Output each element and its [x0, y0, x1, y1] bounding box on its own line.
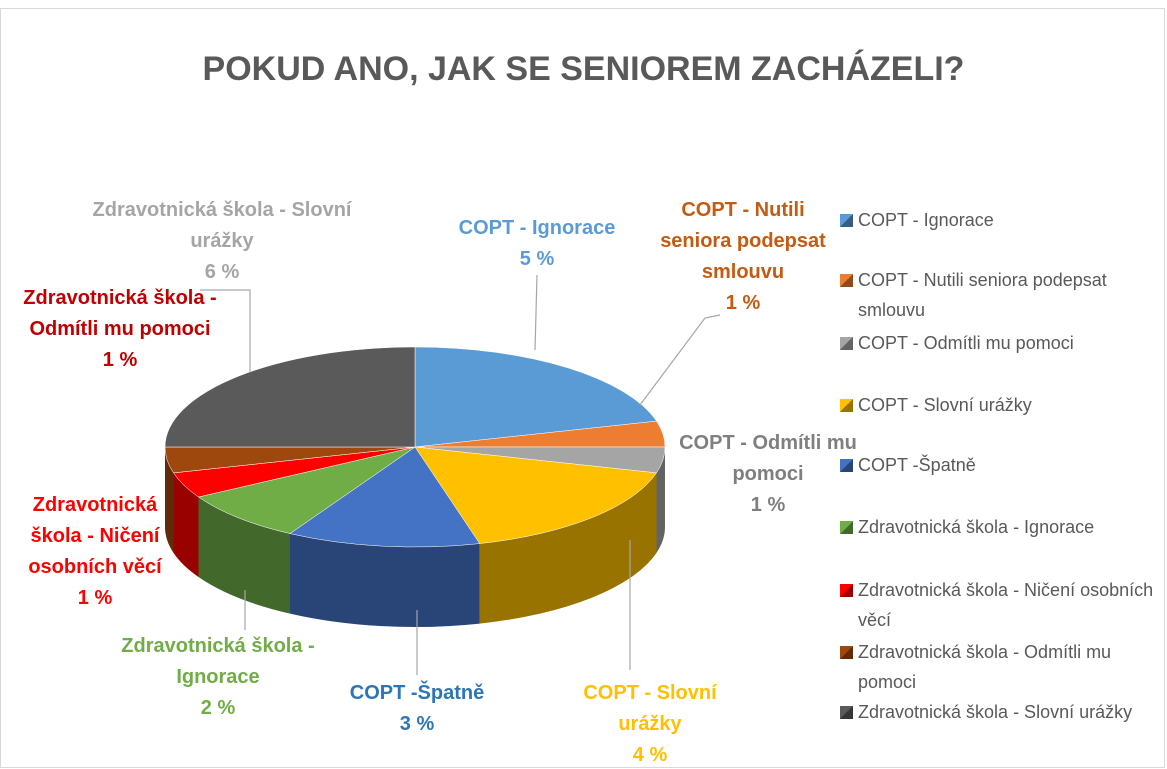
data-label-name: COPT -Špatně — [349, 682, 485, 704]
slice-side — [656, 447, 665, 553]
data-label-value: 6 % — [204, 261, 240, 283]
legend-swatch — [840, 584, 853, 597]
legend-label: COPT - Ignorace — [858, 210, 994, 230]
legend-label: COPT - Nutili seniora podepsat smlouvu — [858, 270, 1107, 320]
legend-swatch — [840, 646, 853, 659]
slice-side — [479, 472, 657, 624]
legend-label: Zdravotnická škola - Ignorace — [858, 517, 1095, 537]
data-label-name: COPT - Slovní urážky — [583, 682, 717, 735]
data-label-name: COPT - Ignorace — [458, 217, 616, 239]
legend-swatch — [840, 521, 853, 534]
legend-swatch — [840, 399, 853, 412]
data-label-value: 1 % — [77, 587, 113, 609]
legend-swatch — [840, 706, 853, 719]
data-label: COPT -Špatně 3 % — [317, 678, 517, 740]
data-label-value: 1 % — [725, 292, 761, 314]
data-label-value: 1 % — [102, 349, 138, 371]
legend-swatch — [840, 214, 853, 227]
data-label-name: COPT - Odmítli mu pomoci — [679, 432, 857, 485]
slice — [164, 346, 416, 448]
slice-side — [173, 472, 199, 577]
legend-swatch — [840, 459, 853, 472]
slice-side — [198, 497, 290, 614]
legend-label: Zdravotnická škola - Slovní urážky — [858, 702, 1133, 722]
data-label: Zdravotnická škola - Odmítli mu pomoci 1 … — [5, 283, 235, 376]
slice — [197, 446, 416, 534]
legend-label: COPT - Odmítli mu pomoci — [858, 333, 1074, 353]
legend-label: COPT -Špatně — [858, 455, 976, 475]
data-label-value: 5 % — [519, 248, 555, 270]
data-label-name: Zdravotnická škola - Odmítli mu pomoci — [23, 287, 217, 340]
legend-swatch — [840, 337, 853, 350]
data-label: COPT - Ignorace 5 % — [407, 213, 667, 275]
data-label: Zdravotnická škola - Slovní urážky 6 % — [87, 195, 357, 288]
slice-side — [165, 447, 174, 553]
data-label-value: 3 % — [399, 713, 435, 735]
data-label: COPT - Nutili seniora podepsat smlouvu 1 … — [653, 195, 833, 319]
leader-line — [200, 289, 251, 372]
data-label-value: 1 % — [750, 494, 786, 516]
data-label-name: Zdravotnická škola - Ignorace — [121, 635, 315, 688]
chart-title: POKUD ANO, JAK SE SENIOREM ZACHÁZELI? — [202, 50, 965, 88]
data-label: Zdravotnická škola - Ničení osobních věc… — [8, 490, 183, 614]
data-label-name: COPT - Nutili seniora podepsat smlouvu — [660, 199, 826, 283]
slice-side — [290, 533, 480, 627]
data-label: Zdravotnická škola - Ignorace 2 % — [113, 631, 323, 724]
leader-line — [639, 314, 721, 406]
data-label: COPT - Odmítli mu pomoci 1 % — [658, 428, 878, 521]
legend-swatch — [840, 274, 853, 287]
legend-label: Zdravotnická škola - Ničení osobních věc… — [858, 580, 1154, 630]
data-label-value: 2 % — [200, 697, 236, 719]
legend-label: Zdravotnická škola - Odmítli mu pomoci — [858, 642, 1112, 692]
slice — [414, 446, 657, 544]
data-label: COPT - Slovní urážky 4 % — [565, 678, 735, 769]
leader-line — [534, 274, 538, 351]
legend-label: COPT - Slovní urážky — [858, 395, 1032, 415]
data-label-value: 4 % — [632, 744, 668, 766]
data-label-name: Zdravotnická škola - Ničení osobních věc… — [28, 494, 162, 578]
data-label-name: Zdravotnická škola - Slovní urážky — [92, 199, 352, 252]
slice — [414, 346, 657, 448]
chart-frame — [0, 8, 1165, 768]
slice — [289, 446, 481, 548]
